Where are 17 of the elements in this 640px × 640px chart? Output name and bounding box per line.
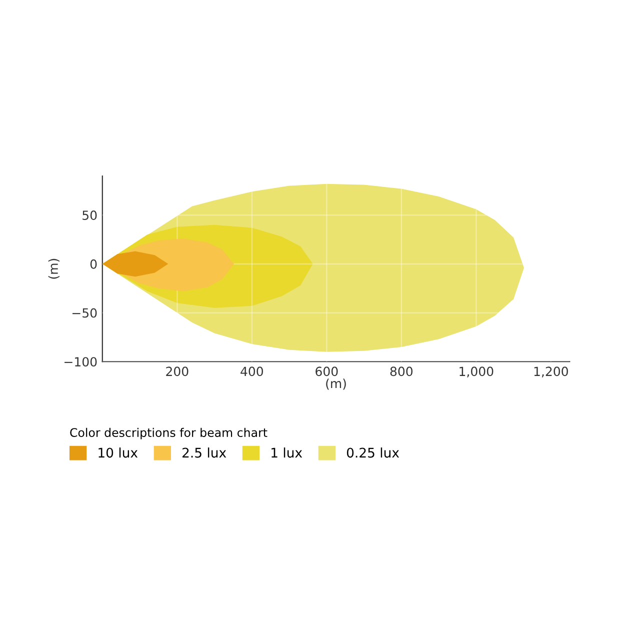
y-tick-label: 50 [82,210,97,220]
x-tick-label: 600 [316,366,338,376]
y-axis-title: (m) [48,258,60,279]
x-axis-title: (m) [326,378,346,390]
x-tick-label: 800 [390,366,413,376]
x-tick-label: 400 [240,366,264,376]
y-tick-label: −50 [72,308,97,318]
x-tick-label: 1,000 [460,366,494,378]
x-tick-label: 200 [166,366,188,376]
y-tick-label: −100 [64,357,97,367]
x-tick-label: 1,200 [534,366,568,378]
legend-label: 10 lux [98,447,138,458]
legend-label: 2.5 lux [182,447,226,458]
legend-title: Color descriptions for beam chart [70,428,268,440]
y-tick-label: 0 [90,259,97,269]
legend-label: 0.25 lux [346,447,400,458]
legend-label: 1 lux [272,447,302,458]
